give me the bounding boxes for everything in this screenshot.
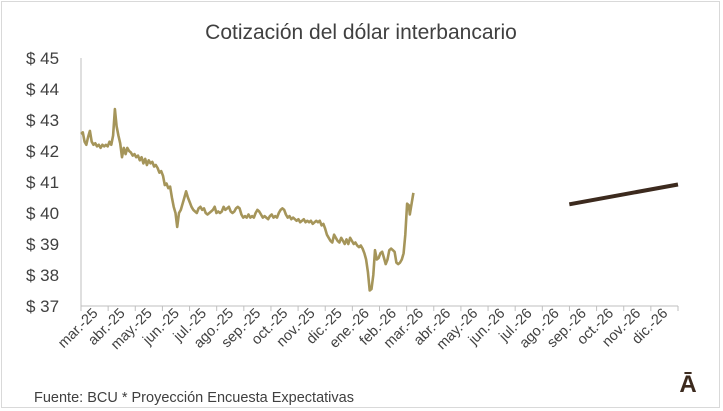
series-group [80, 107, 679, 292]
series-line-actual [80, 107, 415, 292]
source-note: Fuente: BCU * Proyección Encuesta Expect… [34, 390, 354, 406]
y-tick-label: $ 38 [26, 266, 59, 285]
y-tick-label: $ 39 [26, 235, 59, 254]
y-axis: $ 37 $ 38 $ 39 $ 40 $ 41 $ 42 $ 43 $ 44 $ 45 [26, 49, 82, 316]
y-tick-label: $ 44 [26, 80, 59, 99]
chart-title: Cotización del dólar interbancario [205, 21, 517, 44]
x-axis: mar.-25abr.-25may.-25jun.-25jul.-25ago.-… [55, 305, 679, 353]
y-tick-label: $ 45 [26, 49, 59, 68]
y-tick-label: $ 37 [26, 297, 59, 316]
brand-logo-icon: Ā [679, 371, 696, 398]
y-tick-label: $ 42 [26, 142, 59, 161]
y-tick-label: $ 40 [26, 204, 59, 223]
y-tick-label: $ 41 [26, 173, 59, 192]
y-tick-label: $ 43 [26, 111, 59, 130]
series-line-projection [568, 182, 679, 207]
